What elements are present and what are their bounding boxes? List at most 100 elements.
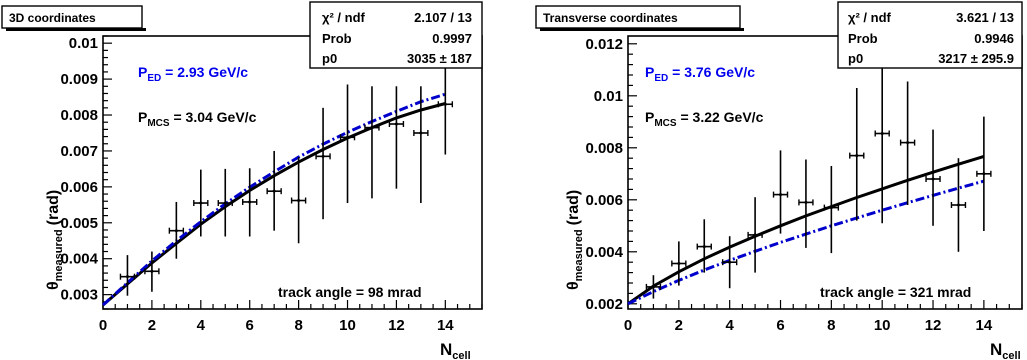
panel-title: Transverse coordinates [543,11,678,25]
stats-box: χ² / ndf 2.107 / 13 Prob 0.9997 p0 3035 … [309,1,483,69]
y-tick-label: 0.01 [594,88,623,105]
data-point [297,199,301,203]
data-point [199,201,203,205]
y-axis-label-symbol: θ [565,281,582,290]
x-axis-label-subscript: cell [1002,350,1020,360]
panel-title: 3D coordinates [9,11,96,25]
p-mcs-symbol: P [138,109,147,125]
data-point [150,269,154,273]
p-mcs-subscript: MCS [654,118,677,129]
p-ed-label: PED = 2.93 GeV/c [138,64,248,84]
x-tick-label: 2 [148,317,156,334]
data-point [855,154,859,158]
p-mcs-label: PMCS = 3.22 GeV/c [645,109,764,129]
data-point [419,131,423,135]
y-axis-label-subscript: measured [573,229,585,281]
panel-3d: 3D coordinates 0 2 4 6 8 10 12 14 0.003 0.004 0.00… [1,1,483,360]
y-tick-label: 0.012 [585,36,623,53]
y-axis-label-symbol: θ [45,281,62,290]
data-point [394,122,398,126]
data-point [321,154,325,158]
x-tick-label: 8 [827,317,835,334]
panel-title-shadow [540,28,744,31]
data-point [370,126,374,130]
y-tick-label: 0.003 [60,287,98,304]
p-mcs-subscript: MCS [147,118,170,129]
y-tick-label: 0.004 [60,251,98,268]
p-ed-symbol: P [138,64,147,80]
p-ed-subscript: ED [147,73,161,84]
stats-box-frame [837,1,1023,69]
stats-box-frame [309,1,483,69]
p-mcs-label: PMCS = 3.04 GeV/c [138,109,257,129]
p-mcs-value: = 3.04 GeV/c [170,109,257,125]
x-tick-label: 14 [976,317,993,334]
data-point [223,201,227,205]
y-tick-label: 0.006 [585,192,623,209]
track-angle-annotation: track angle = 321 mrad [820,284,971,300]
x-tick-label: 8 [294,317,302,334]
x-axis-label: Ncell [440,340,471,360]
data-point [346,135,350,139]
data-point [443,102,447,106]
data-point [982,172,986,176]
stats-key-0: χ² / ndf [848,10,892,25]
p-ed-subscript: ED [654,73,668,84]
stats-val-0: 3.621 / 13 [956,10,1014,25]
x-tick-label: 14 [437,317,454,334]
p-mcs-symbol: P [645,109,654,125]
y-axis-label-unit: (rad) [45,190,62,226]
y-tick-label: 0.008 [585,140,623,157]
stats-val-1: 0.9997 [432,31,472,46]
data-point [880,132,884,135]
x-axis-label: Ncell [990,340,1021,360]
x-tick-label: 12 [388,317,405,334]
x-tick-label: 2 [675,317,683,334]
x-axis-label-symbol: N [990,340,1002,359]
data-point [779,193,783,197]
y-tick-label: 0.005 [60,215,98,232]
data-point [125,275,129,279]
p-ed-label: PED = 3.76 GeV/c [645,64,755,84]
stats-box: χ² / ndf 3.621 / 13 Prob 0.9946 p0 3217 … [837,1,1023,69]
y-tick-label: 0.002 [585,296,623,313]
x-axis-label-subscript: cell [452,350,470,360]
y-axis-label: θmeasured (rad) [565,190,585,290]
y-axis-label-subscript: measured [53,229,65,281]
plot-area: 0 2 4 6 8 10 12 14 0.003 0.004 0.005 0.006 0.007 0.00… [60,35,483,334]
plot-area: 0 2 4 6 8 10 12 14 0.002 0.004 0.006 0.008 0.01 0.012 [585,35,1023,334]
x-tick-label: 6 [776,317,784,334]
data-point [174,229,178,233]
p-ed-symbol: P [645,64,654,80]
y-tick-label: 0.004 [585,244,623,261]
stats-key-1: Prob [848,31,878,46]
x-tick-label: 12 [925,317,942,334]
plot-frame [627,35,1023,310]
p-ed-value: = 2.93 GeV/c [161,64,248,80]
stats-key-2: p0 [848,51,863,66]
track-angle-annotation: track angle = 98 mrad [278,284,422,300]
y-tick-label: 0.009 [60,71,98,88]
data-point [677,262,681,265]
panel-title-shadow [6,28,146,31]
data-point [956,203,960,207]
y-tick-label: 0.006 [60,179,98,196]
data-point [248,200,252,204]
stats-val-2: 3217 ± 295.9 [938,51,1014,66]
data-point [728,260,732,264]
stats-val-2: 3035 ± 187 [407,51,472,66]
x-tick-label: 0 [624,317,632,334]
data-point [931,177,935,181]
data-point [702,245,706,249]
y-tick-label: 0.008 [60,107,98,124]
data-point [829,206,833,210]
stats-val-0: 2.107 / 13 [414,10,472,25]
x-tick-label: 0 [99,317,107,334]
y-axis-label: θmeasured (rad) [45,190,65,290]
x-tick-label: 10 [874,317,891,334]
y-tick-label: 0.007 [60,143,98,160]
data-point [651,285,655,289]
panel-transverse: Transverse coordinates 0 2 4 6 8 10 12 140.0020… [535,1,1023,360]
x-axis-label-symbol: N [440,340,452,359]
